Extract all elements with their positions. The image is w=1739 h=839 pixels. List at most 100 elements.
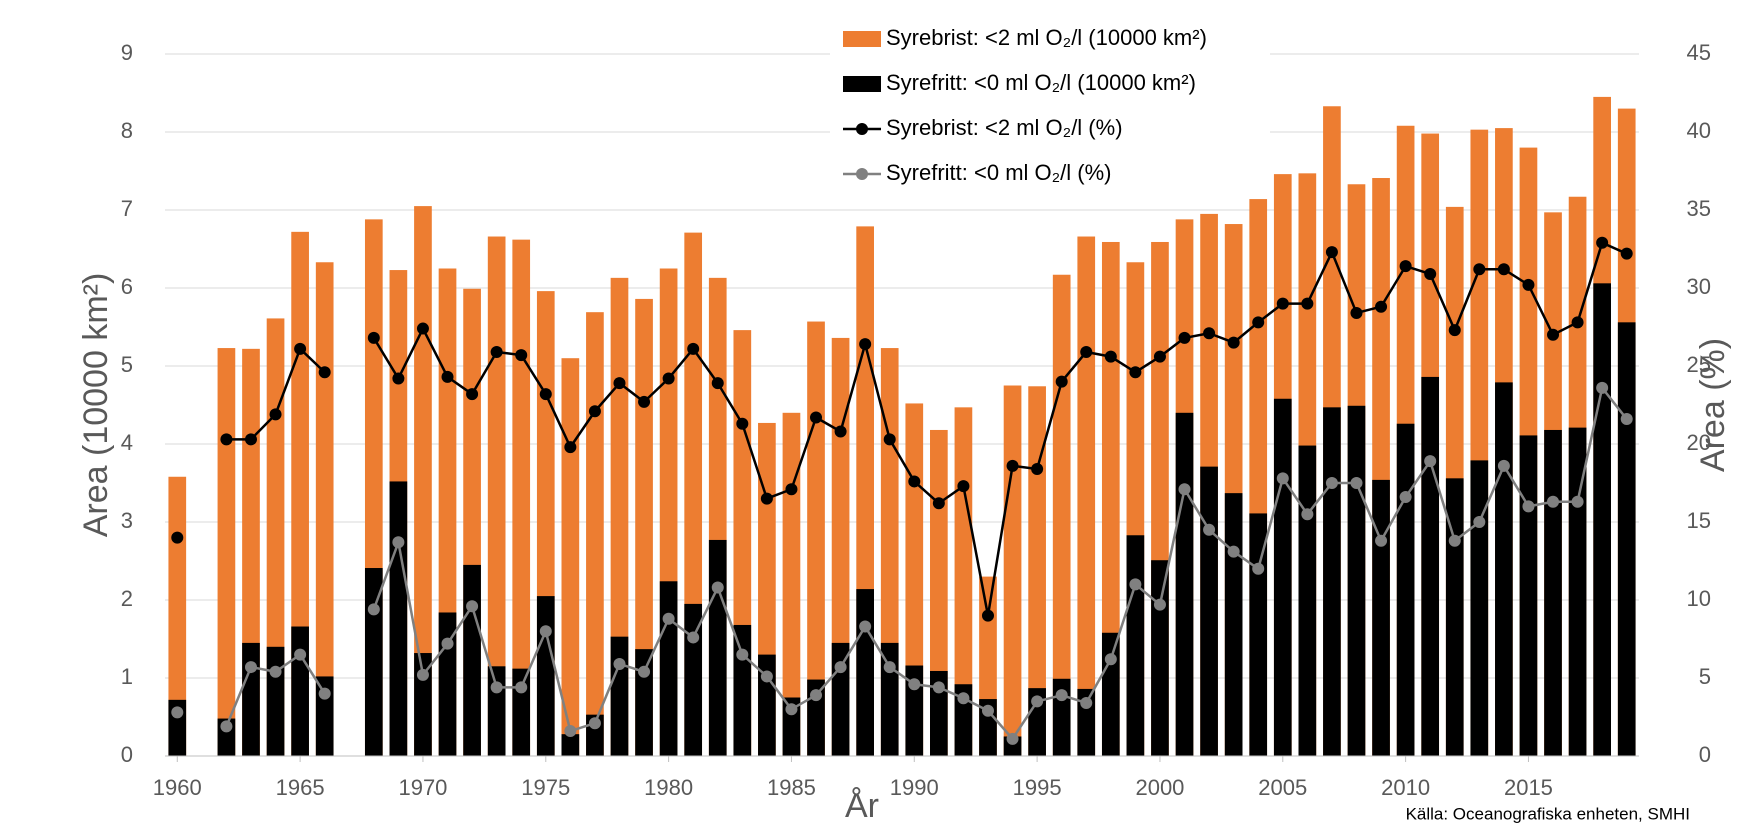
marker (1522, 500, 1535, 513)
bar (168, 476, 187, 756)
marker (1571, 316, 1584, 329)
marker (1104, 350, 1117, 363)
bar (266, 318, 285, 756)
bar (315, 262, 334, 756)
marker (1596, 381, 1609, 394)
marker (908, 475, 921, 488)
marker (1399, 260, 1412, 273)
bar (1495, 382, 1513, 756)
marker (1080, 696, 1093, 709)
marker (564, 725, 577, 738)
marker (1424, 455, 1437, 468)
marker (539, 388, 552, 401)
bar (856, 589, 874, 756)
marker (220, 720, 233, 733)
bar (1028, 386, 1046, 756)
marker (490, 681, 503, 694)
y2-tick-label: 0 (1699, 742, 1711, 767)
marker (294, 648, 307, 661)
marker (687, 342, 700, 355)
marker (466, 600, 479, 613)
x-tick-label: 2015 (1504, 775, 1553, 800)
bar (954, 407, 973, 756)
marker (588, 405, 601, 418)
source: Källa: Oceanografiska enheten, SMHI (1406, 804, 1690, 823)
y-tick-label: 7 (121, 196, 133, 221)
marker (1301, 508, 1314, 521)
marker (711, 581, 724, 594)
marker (1571, 495, 1584, 508)
y2-tick-label: 30 (1687, 274, 1711, 299)
x-tick-label: 1975 (521, 775, 570, 800)
marker (1276, 472, 1289, 485)
bar (610, 636, 629, 756)
marker (515, 681, 528, 694)
marker (981, 704, 994, 717)
y2-tick-label: 20 (1687, 430, 1711, 455)
marker (1153, 598, 1166, 611)
marker (1325, 246, 1338, 259)
x-tick-label: 1980 (644, 775, 693, 800)
y-tick-label: 1 (121, 664, 133, 689)
y2-tick-label: 10 (1687, 586, 1711, 611)
bar (463, 564, 481, 756)
marker (1325, 477, 1338, 489)
x-tick-label: 2010 (1381, 775, 1430, 800)
marker (834, 661, 847, 674)
y2-tick-label: 25 (1687, 352, 1711, 377)
line (225, 386, 1628, 741)
bar (684, 603, 703, 756)
marker (613, 377, 626, 390)
marker (810, 689, 823, 702)
marker (1448, 534, 1461, 547)
marker (1227, 336, 1240, 349)
x-tick-label: 2000 (1135, 775, 1184, 800)
marker (1129, 366, 1142, 379)
bar (487, 666, 506, 756)
marker (1620, 247, 1633, 260)
x-tick-label: 1960 (153, 775, 202, 800)
bar (782, 412, 801, 756)
marker (318, 366, 331, 379)
marker (883, 433, 896, 446)
y-tick-label: 4 (121, 430, 133, 455)
marker (613, 657, 626, 670)
marker (1104, 653, 1117, 666)
marker (662, 612, 675, 625)
marker (1497, 263, 1510, 276)
bar (1372, 479, 1390, 756)
x-tick-label: 1990 (890, 775, 939, 800)
legend-marker (856, 168, 868, 180)
marker (416, 322, 429, 335)
bar (1200, 466, 1218, 756)
marker (981, 609, 994, 622)
bar (1298, 445, 1317, 756)
marker (392, 372, 405, 385)
bar (733, 624, 752, 756)
marker (244, 661, 257, 674)
bar (1273, 398, 1292, 756)
marker (834, 425, 847, 438)
y-axis-label: Area (10000 km²) (77, 273, 115, 538)
bar (217, 348, 236, 756)
marker (244, 433, 257, 446)
x-tick-label: 1970 (398, 775, 447, 800)
marker (466, 388, 479, 401)
marker (416, 668, 429, 681)
legend-label: Syrebrist: <2 ml O₂/l (%) (886, 115, 1123, 140)
y2-tick-label: 40 (1687, 118, 1711, 143)
marker (1178, 483, 1191, 496)
marker (269, 408, 282, 421)
marker (1031, 695, 1044, 708)
legend-label: Syrefritt: <0 ml O₂/l (%) (886, 160, 1112, 185)
marker (367, 331, 380, 344)
marker (1350, 477, 1363, 489)
bar (1470, 460, 1489, 756)
bar (1077, 236, 1096, 756)
bar (1593, 283, 1611, 756)
marker (1522, 278, 1535, 291)
marker (883, 661, 896, 674)
bar (266, 646, 285, 756)
bar (1175, 412, 1194, 756)
bar (930, 670, 948, 756)
